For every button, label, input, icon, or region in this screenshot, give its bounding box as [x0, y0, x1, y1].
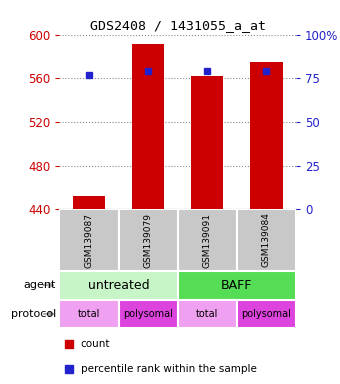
Text: untreated: untreated	[88, 279, 149, 291]
Text: protocol: protocol	[11, 309, 56, 319]
Bar	[59, 271, 177, 300]
Bar	[177, 300, 237, 328]
Text: total: total	[78, 309, 100, 319]
Bar	[132, 45, 164, 209]
Bar	[191, 76, 223, 209]
Text: polysomal: polysomal	[123, 309, 173, 319]
Bar	[59, 209, 119, 271]
Bar	[119, 300, 177, 328]
Text: GSM139087: GSM139087	[85, 212, 94, 268]
Bar	[177, 271, 296, 300]
Title: GDS2408 / 1431055_a_at: GDS2408 / 1431055_a_at	[90, 19, 266, 32]
Bar	[237, 209, 296, 271]
Bar	[177, 209, 237, 271]
Text: GSM139084: GSM139084	[262, 213, 271, 267]
Text: GSM139091: GSM139091	[203, 212, 212, 268]
Bar	[237, 300, 296, 328]
Bar	[73, 196, 105, 209]
Text: GSM139079: GSM139079	[143, 212, 153, 268]
Text: agent: agent	[24, 280, 56, 290]
Text: percentile rank within the sample: percentile rank within the sample	[81, 364, 257, 374]
Text: count: count	[81, 339, 110, 349]
Text: BAFF: BAFF	[221, 279, 252, 291]
Bar	[250, 62, 283, 209]
Text: total: total	[196, 309, 218, 319]
Bar	[59, 300, 119, 328]
Bar	[119, 209, 177, 271]
Text: polysomal: polysomal	[241, 309, 291, 319]
